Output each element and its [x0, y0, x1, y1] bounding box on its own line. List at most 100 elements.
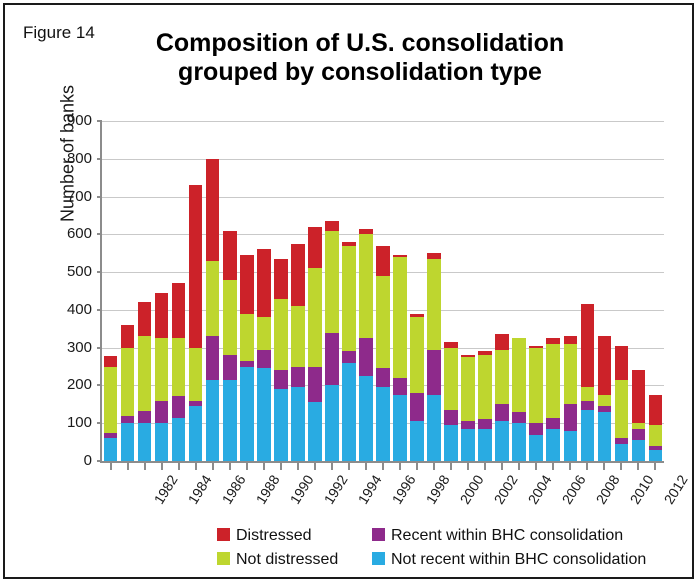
legend-label-distressed: Distressed: [236, 527, 312, 544]
gridline: [102, 196, 664, 198]
bar-segment-not_recent_bhc: [256, 368, 271, 461]
bar-segment-distressed: [631, 370, 646, 424]
bar-segment-distressed: [274, 258, 288, 299]
bar-column[interactable]: [444, 121, 458, 461]
bar-segment-distressed: [597, 336, 612, 395]
x-axis-tick-mark: [654, 463, 657, 470]
bar-column[interactable]: [376, 121, 390, 461]
bar-segment-recent_bhc: [291, 366, 305, 388]
bar-segment-not_distressed: [103, 367, 118, 434]
y-axis-tick-mark: [97, 233, 102, 236]
y-axis-tick-mark: [97, 422, 102, 425]
bar-column[interactable]: [512, 121, 527, 461]
x-axis-tick-mark: [450, 463, 453, 470]
bar-segment-distressed: [427, 253, 441, 259]
bar-column[interactable]: [359, 121, 373, 461]
y-axis-tick-mark: [97, 308, 102, 311]
bar-segment-not_distressed: [137, 336, 152, 411]
bar-column[interactable]: [410, 121, 424, 461]
bar-column[interactable]: [291, 121, 305, 461]
bar-segment-not_recent_bhc: [461, 428, 475, 461]
x-axis-tick-mark: [296, 463, 299, 470]
bar-segment-distressed: [239, 255, 254, 314]
bar-column[interactable]: [308, 121, 322, 461]
bar-segment-distressed: [478, 351, 492, 356]
bar-column[interactable]: [393, 121, 407, 461]
bar-segment-recent_bhc: [376, 368, 390, 388]
bar-segment-not_recent_bhc: [631, 440, 646, 461]
bar-segment-distressed: [103, 355, 118, 368]
bar-column[interactable]: [580, 121, 595, 461]
bar-segment-not_distressed: [512, 338, 527, 412]
bar-column[interactable]: [171, 121, 186, 461]
bar-column[interactable]: [461, 121, 475, 461]
bar-segment-recent_bhc: [205, 336, 220, 380]
bar-segment-recent_bhc: [546, 417, 561, 429]
y-axis-tick-mark: [97, 460, 102, 462]
legend-item-not_distressed[interactable]: Not distressed: [217, 551, 372, 569]
x-axis-tick-mark: [347, 463, 350, 470]
bar-segment-recent_bhc: [120, 416, 135, 424]
bar-column[interactable]: [478, 121, 492, 461]
bar-segment-not_distressed: [495, 349, 509, 405]
bar-column[interactable]: [222, 121, 237, 461]
x-axis-tick-mark: [501, 463, 504, 470]
bar-segment-not_distressed: [631, 423, 646, 429]
bar-segment-recent_bhc: [529, 423, 544, 435]
bar-segment-recent_bhc: [359, 338, 373, 376]
bar-column[interactable]: [137, 121, 152, 461]
bar-column[interactable]: [648, 121, 663, 461]
legend-swatch-not_recent_bhc: [372, 552, 385, 565]
bar-column[interactable]: [427, 121, 441, 461]
bar-segment-not_distressed: [376, 275, 390, 369]
bar-column[interactable]: [120, 121, 135, 461]
bar-segment-not_recent_bhc: [222, 379, 237, 461]
bar-column[interactable]: [103, 121, 118, 461]
bar-segment-recent_bhc: [171, 396, 186, 418]
x-axis-tick-mark: [552, 463, 555, 470]
bar-segment-recent_bhc: [478, 419, 492, 429]
bar-column[interactable]: [597, 121, 612, 461]
bar-column[interactable]: [205, 121, 220, 461]
y-axis-tick-label: 500: [66, 263, 92, 281]
bar-column[interactable]: [495, 121, 509, 461]
bar-segment-not_distressed: [597, 394, 612, 407]
x-axis-tick-label: 2010: [627, 472, 658, 507]
bar-segment-distressed: [325, 221, 339, 231]
y-axis-tick-label: 600: [66, 225, 92, 243]
bar-segment-not_recent_bhc: [427, 394, 441, 461]
bar-segment-not_recent_bhc: [546, 428, 561, 461]
bar-column[interactable]: [563, 121, 578, 461]
bar-segment-distressed: [648, 394, 663, 426]
legend-item-distressed[interactable]: Distressed: [217, 527, 372, 545]
x-axis-tick-label: 2002: [490, 472, 521, 507]
bar-segment-not_recent_bhc: [512, 423, 527, 461]
bar-segment-not_distressed: [308, 268, 322, 367]
legend-item-recent_bhc[interactable]: Recent within BHC consolidation: [372, 527, 672, 545]
bar-column[interactable]: [274, 121, 288, 461]
bar-column[interactable]: [239, 121, 254, 461]
bar-column[interactable]: [154, 121, 169, 461]
bar-segment-recent_bhc: [512, 411, 527, 424]
x-axis-tick-mark: [194, 463, 197, 470]
x-axis-tick-mark: [143, 463, 146, 470]
bar-segment-distressed: [580, 304, 595, 388]
bar-column[interactable]: [614, 121, 629, 461]
bar-segment-not_distressed: [648, 425, 663, 446]
y-axis-tick-label: 900: [66, 112, 92, 129]
bar-column[interactable]: [631, 121, 646, 461]
x-axis-tick-label: 1986: [218, 472, 249, 507]
x-axis-tick-mark: [637, 463, 640, 470]
bar-column[interactable]: [546, 121, 561, 461]
bar-segment-not_recent_bhc: [239, 366, 254, 461]
bar-segment-not_recent_bhc: [154, 423, 169, 461]
x-axis-tick-mark: [109, 463, 112, 470]
bar-segment-recent_bhc: [274, 370, 288, 390]
bar-column[interactable]: [188, 121, 203, 461]
bar-column[interactable]: [529, 121, 544, 461]
bar-column[interactable]: [342, 121, 356, 461]
legend-item-not_recent_bhc[interactable]: Not recent within BHC consolidation: [372, 551, 672, 569]
bar-column[interactable]: [256, 121, 271, 461]
bar-column[interactable]: [325, 121, 339, 461]
x-axis-tick-label: 1990: [286, 472, 317, 507]
